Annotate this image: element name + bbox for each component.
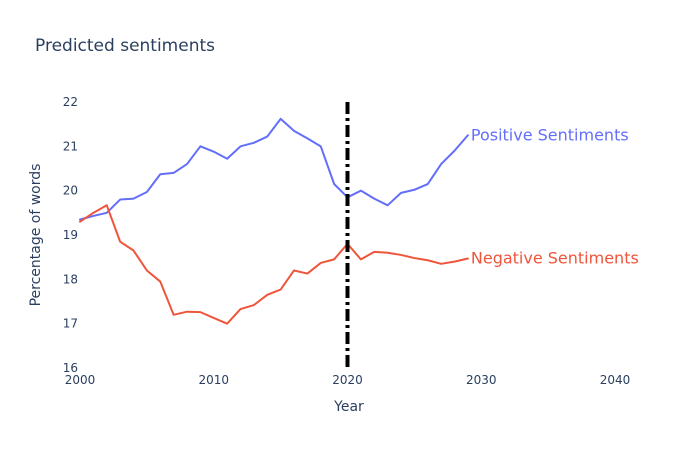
data-point — [239, 145, 242, 148]
y-tick-label: 19 — [63, 228, 78, 242]
data-point — [119, 198, 122, 201]
data-point — [333, 182, 336, 185]
data-point — [279, 288, 282, 291]
data-point — [145, 269, 148, 272]
y-tick-label: 22 — [63, 95, 78, 109]
data-point — [279, 117, 282, 120]
y-tick-label: 17 — [63, 317, 78, 331]
data-point — [292, 129, 295, 132]
data-point — [185, 310, 188, 313]
data-point — [212, 150, 215, 153]
data-point — [319, 145, 322, 148]
data-point — [440, 162, 443, 165]
data-point — [212, 316, 215, 319]
data-point — [92, 214, 95, 217]
x-axis-ticks: 2000 2010 2020 2030 2040 — [65, 373, 631, 387]
data-point — [466, 257, 469, 260]
data-point — [319, 261, 322, 264]
data-point — [105, 211, 108, 214]
y-tick-label: 16 — [63, 361, 78, 375]
series-line-positive — [79, 117, 469, 221]
y-axis-ticks: 16 17 18 19 20 21 22 — [63, 95, 78, 375]
data-point — [373, 250, 376, 253]
data-point — [399, 253, 402, 256]
data-point — [132, 197, 135, 200]
data-point — [426, 182, 429, 185]
data-point — [386, 251, 389, 254]
data-point — [226, 157, 229, 160]
series-labels: Positive Sentiments Negative Sentiments — [471, 125, 639, 267]
data-point — [199, 311, 202, 314]
data-point — [466, 134, 469, 137]
y-tick-label: 20 — [63, 184, 78, 198]
data-point — [440, 262, 443, 265]
data-point — [266, 293, 269, 296]
y-tick-label: 18 — [63, 272, 78, 286]
data-point — [185, 162, 188, 165]
data-point — [373, 197, 376, 200]
data-point — [132, 249, 135, 252]
data-point — [145, 190, 148, 193]
data-point — [159, 280, 162, 283]
data-point — [226, 322, 229, 325]
data-point — [426, 259, 429, 262]
x-tick-label: 2020 — [332, 373, 363, 387]
positive-sentiments-label: Positive Sentiments — [471, 125, 629, 144]
data-point — [306, 272, 309, 275]
data-point — [199, 145, 202, 148]
data-point — [78, 220, 81, 223]
data-point — [292, 269, 295, 272]
data-point — [252, 141, 255, 144]
y-axis-title: Percentage of words — [28, 164, 44, 307]
series-line-negative — [79, 204, 469, 325]
series-layer — [78, 117, 469, 325]
data-point — [386, 204, 389, 207]
x-tick-label: 2030 — [466, 373, 497, 387]
data-point — [359, 189, 362, 192]
data-point — [119, 240, 122, 243]
chart-title: Predicted sentiments — [35, 36, 215, 56]
x-tick-label: 2040 — [600, 373, 631, 387]
data-point — [92, 211, 95, 214]
x-tick-label: 2010 — [198, 373, 229, 387]
y-tick-label: 21 — [63, 139, 78, 153]
data-point — [453, 149, 456, 152]
data-point — [399, 191, 402, 194]
data-point — [252, 303, 255, 306]
data-point — [413, 256, 416, 259]
data-point — [172, 313, 175, 316]
data-point — [159, 173, 162, 176]
negative-sentiments-label: Negative Sentiments — [471, 248, 639, 267]
data-point — [105, 204, 108, 207]
data-point — [453, 260, 456, 263]
data-point — [306, 137, 309, 140]
data-point — [172, 171, 175, 174]
data-point — [359, 258, 362, 261]
data-point — [266, 135, 269, 138]
x-tick-label: 2000 — [65, 373, 96, 387]
data-point — [239, 307, 242, 310]
data-point — [333, 258, 336, 261]
x-axis-title: Year — [333, 399, 364, 415]
data-point — [413, 188, 416, 191]
